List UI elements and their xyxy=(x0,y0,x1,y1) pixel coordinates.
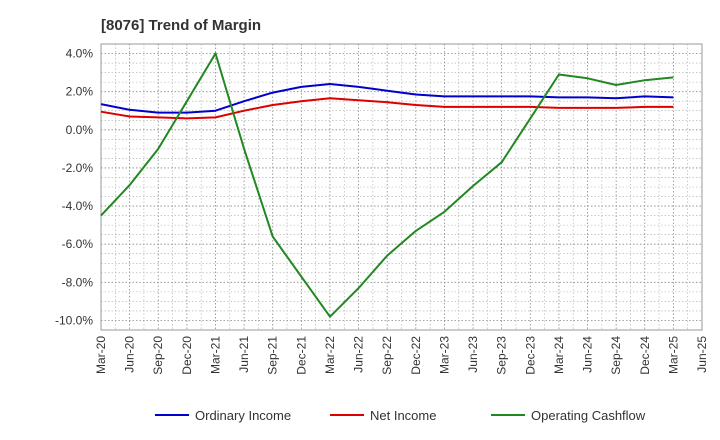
x-tick-label: Mar-25 xyxy=(666,336,680,374)
x-tick-label: Jun-24 xyxy=(581,336,595,373)
x-tick-label: Dec-20 xyxy=(180,336,194,375)
legend-label: Net Income xyxy=(370,408,436,423)
x-tick-label: Mar-21 xyxy=(208,336,222,374)
y-tick-label: 4.0% xyxy=(66,47,94,61)
y-tick-label: 2.0% xyxy=(66,85,94,99)
x-tick-label: Jun-21 xyxy=(237,336,251,373)
series-line-operating-cashflow xyxy=(100,52,674,318)
y-tick-label: -6.0% xyxy=(62,237,94,251)
x-tick-label: Dec-22 xyxy=(409,336,423,375)
x-tick-label: Mar-20 xyxy=(94,336,108,374)
y-tick-label: -2.0% xyxy=(62,161,94,175)
x-tick-label: Mar-24 xyxy=(552,336,566,374)
plot-border xyxy=(100,43,703,331)
x-tick-label: Jun-22 xyxy=(352,336,366,373)
x-tick-label: Sep-24 xyxy=(609,336,623,375)
x-axis-ticks: Mar-20 Jun-20 Sep-20 Dec-20 Mar-21 Jun-21 Sep-… xyxy=(94,336,709,375)
y-tick-label: -4.0% xyxy=(62,199,94,213)
x-tick-label: Jun-25 xyxy=(695,336,709,373)
y-tick-label: -8.0% xyxy=(62,275,94,289)
x-tick-label: Jun-20 xyxy=(123,336,137,373)
x-tick-label: Jun-23 xyxy=(466,336,480,373)
y-tick-label: 0.0% xyxy=(66,123,94,137)
chart-title: [8076] Trend of Margin xyxy=(101,17,261,34)
legend-label: Ordinary Income xyxy=(195,408,291,423)
x-tick-label: Sep-23 xyxy=(495,336,509,375)
x-tick-label: Dec-23 xyxy=(523,336,537,375)
x-tick-label: Mar-23 xyxy=(437,336,451,374)
legend: Ordinary Income Net Income Operating Cashf… xyxy=(155,408,646,423)
x-tick-label: Sep-22 xyxy=(380,336,394,375)
series-line-net-income xyxy=(100,97,674,120)
x-tick-label: Dec-24 xyxy=(638,336,652,375)
x-tick-label: Sep-20 xyxy=(151,336,165,375)
series-lines xyxy=(100,52,674,318)
y-tick-label: -10.0% xyxy=(55,313,93,327)
y-axis-ticks: 4.0% 2.0% 0.0% -2.0% -4.0% -6.0% -8.0% -10.0% xyxy=(55,47,93,328)
x-tick-label: Sep-21 xyxy=(266,336,280,375)
series-line-ordinary-income xyxy=(100,83,674,114)
legend-label: Operating Cashflow xyxy=(531,408,646,423)
x-tick-label: Dec-21 xyxy=(294,336,308,375)
x-tick-label: Mar-22 xyxy=(323,336,337,374)
